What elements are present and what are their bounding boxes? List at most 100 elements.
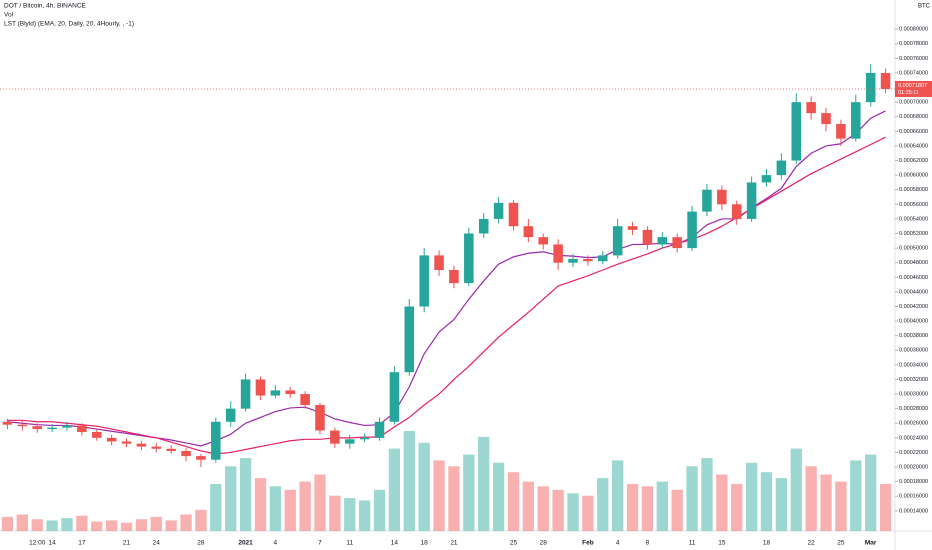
volume-bar [522,481,535,531]
candle-body [806,102,816,114]
price-tick-label: 0.00080000 [899,27,928,33]
candle-body [776,160,787,176]
candle-body [791,102,802,161]
volume-bar [641,486,654,531]
volume-bar [120,522,133,531]
price-tick-label: 0.00014000 [899,508,928,514]
time-tick-label: 11 [689,540,696,547]
price-tick-label: 0.00030000 [899,392,928,398]
price-tick-label: 0.00056000 [899,202,928,208]
volume-bar [46,520,58,531]
price-tick-label: 0.00052000 [899,231,928,237]
price-tick-label: 0.00042000 [899,304,928,310]
volume-bar [1,516,14,531]
volume-legend[interactable]: Vol [4,12,14,19]
price-tick-label: 0.00076000 [899,56,928,62]
time-tick-label: 25 [837,540,845,547]
volume-bar [760,472,773,531]
symbol-title[interactable]: DOT / Bitcoin, 4h, BINANCE [4,3,87,10]
time-tick-label: 14 [48,540,56,547]
volume-bar [507,472,520,531]
volume-bar [388,448,401,531]
candle-body [642,229,653,245]
price-tick-label: 0.00058000 [899,187,928,193]
volume-bar [91,521,103,531]
price-tick-label: 0.00060000 [899,173,928,179]
volume-bar [269,486,281,531]
volume-bar [433,460,445,531]
candle-body [434,255,444,270]
candle-body [225,408,236,422]
time-tick-label: 11 [346,540,353,547]
candle-body [2,421,13,425]
time-tick-label: Mar [865,540,877,547]
volume-bar [463,454,475,531]
time-tick-label: 25 [510,540,518,547]
volume-bar [299,481,311,531]
volume-bar [716,474,728,531]
candle-body [121,441,132,444]
volume-bar [150,516,162,531]
volume-bar [626,483,639,531]
candle-body [270,390,281,396]
volume-bar [775,478,788,531]
candle-body [91,432,102,438]
volume-bar [373,489,386,531]
price-tick-label: 0.00020000 [899,464,928,470]
price-tick-label: 0.00050000 [899,246,928,252]
candle-body [761,175,772,183]
volume-bar [850,460,862,531]
price-tick-label: 0.00036000 [899,348,928,354]
time-tick-label: 21 [123,540,131,547]
time-tick-label: 4 [274,540,278,547]
price-tick-label: 0.00024000 [899,435,928,441]
time-tick-label: 28 [540,540,548,547]
candle-body [17,424,28,427]
price-tick-label: 0.00044000 [899,289,928,295]
volume-bar [329,495,341,531]
candle-body [330,430,340,444]
candle-body [166,448,176,451]
price-tick-label: 0.00038000 [899,333,928,339]
volume-bar [344,498,356,531]
candle-body [836,124,846,139]
time-tick-label: 18 [763,540,771,547]
volume-bar [656,481,668,531]
volume-bar [582,495,594,531]
candle-body [731,204,742,219]
price-tick-label: 0.00066000 [899,129,928,135]
candle-body [523,226,534,238]
time-tick-label: 8 [646,540,650,547]
candle-body [865,72,876,103]
time-tick-label: 15 [718,540,726,547]
volume-bar [745,462,758,531]
price-tick-label: 0.00068000 [899,114,928,120]
price-tick-label: 0.00040000 [899,319,928,325]
price-tick-label: 0.00022000 [899,450,928,456]
time-tick-label: 2021 [238,540,253,547]
volume-bar [448,466,460,531]
time-tick-label: 12:00 [29,540,46,547]
candle-body [47,427,57,430]
candle-body [285,390,295,395]
candle-body [151,446,162,449]
candle-body [344,439,355,444]
volume-bar [225,466,237,531]
unit-label: BTC [918,4,931,10]
price-tick-label: 0.00074000 [899,70,928,76]
volume-bar [686,466,698,531]
price-tick-label: 0.00046000 [899,275,928,281]
volume-bar [254,478,267,531]
volume-bar [135,519,148,531]
candle-body [717,189,727,205]
candle-body [657,237,668,245]
candle-body [493,202,504,219]
indicator-legend[interactable]: LST (Blyld) (EMA, 20, Daily, 20, 4Hourly… [4,21,134,28]
volume-bar [403,431,415,531]
candle-body [211,421,221,460]
candle-body [359,437,370,440]
volume-bar [314,474,326,531]
candle-body [255,379,266,396]
volume-bar [165,520,177,531]
candle-body [821,113,831,125]
